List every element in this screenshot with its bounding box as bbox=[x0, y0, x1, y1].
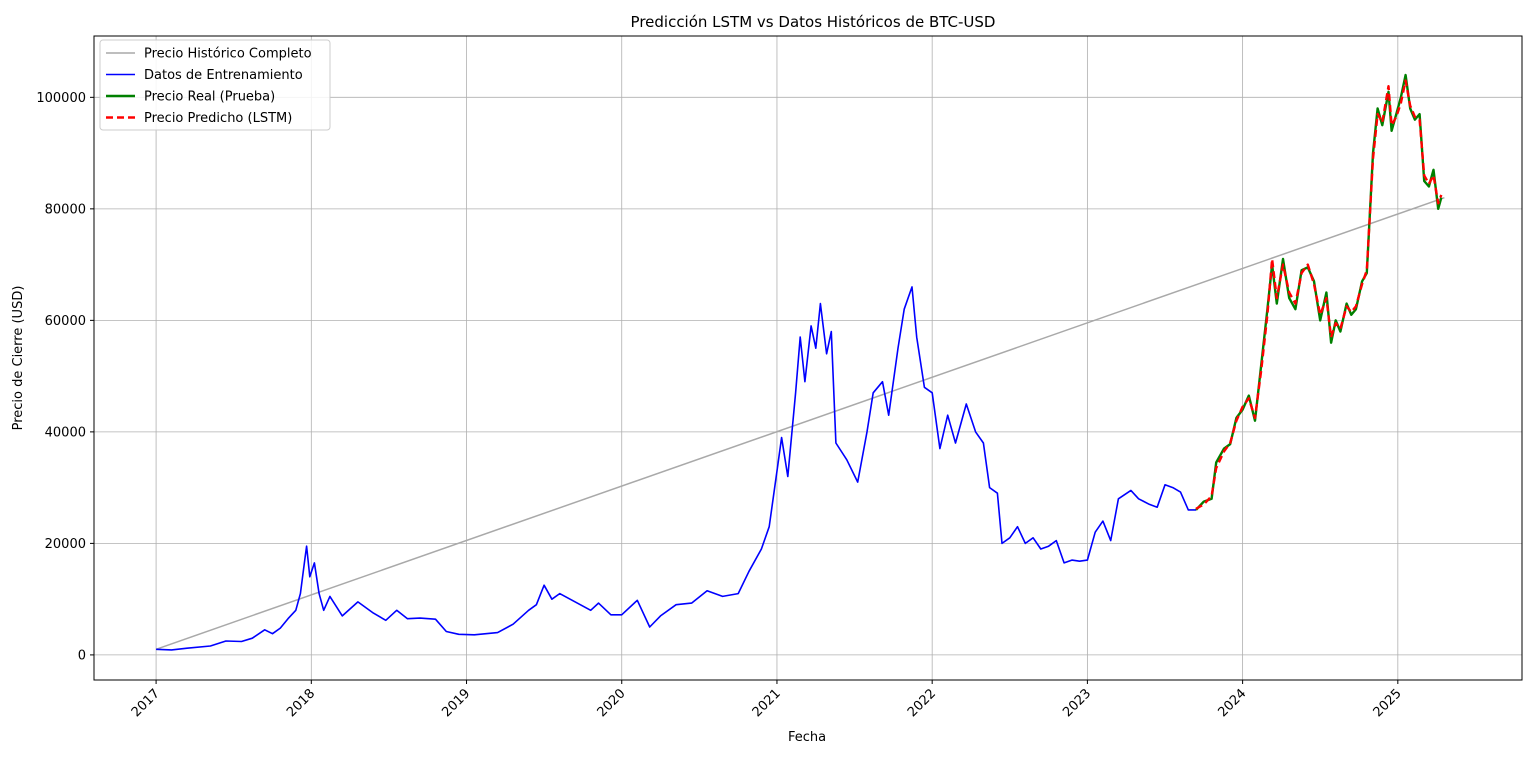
legend: Precio Histórico Completo Datos de Entren… bbox=[99, 39, 331, 131]
series-line-4 bbox=[1195, 79, 1443, 510]
y-axis-label: Precio de Cierre (USD) bbox=[11, 286, 26, 431]
y-tick-label: 40000 bbox=[45, 425, 86, 440]
legend-label: Precio Predicho (LSTM) bbox=[144, 111, 292, 126]
plot-frame bbox=[93, 35, 1523, 681]
legend-box bbox=[99, 39, 331, 131]
x-axis-label: Fecha bbox=[788, 730, 826, 745]
y-tick-label: 0 bbox=[78, 648, 86, 663]
series-layer bbox=[155, 73, 1445, 651]
legend-label: Precio Histórico Completo bbox=[144, 47, 312, 62]
y-tick-label: 60000 bbox=[45, 314, 86, 329]
legend-label: Datos de Entrenamiento bbox=[144, 68, 303, 83]
series-line-1 bbox=[155, 196, 1445, 651]
y-tick-label: 20000 bbox=[45, 537, 86, 552]
series-line-2 bbox=[156, 286, 1196, 651]
y-tick-label: 80000 bbox=[45, 202, 86, 217]
y-tick-label: 100000 bbox=[36, 91, 86, 106]
grid bbox=[94, 36, 1522, 680]
legend-label: Precio Real (Prueba) bbox=[144, 90, 275, 105]
chart-title: Predicción LSTM vs Datos Históricos de B… bbox=[631, 13, 996, 31]
